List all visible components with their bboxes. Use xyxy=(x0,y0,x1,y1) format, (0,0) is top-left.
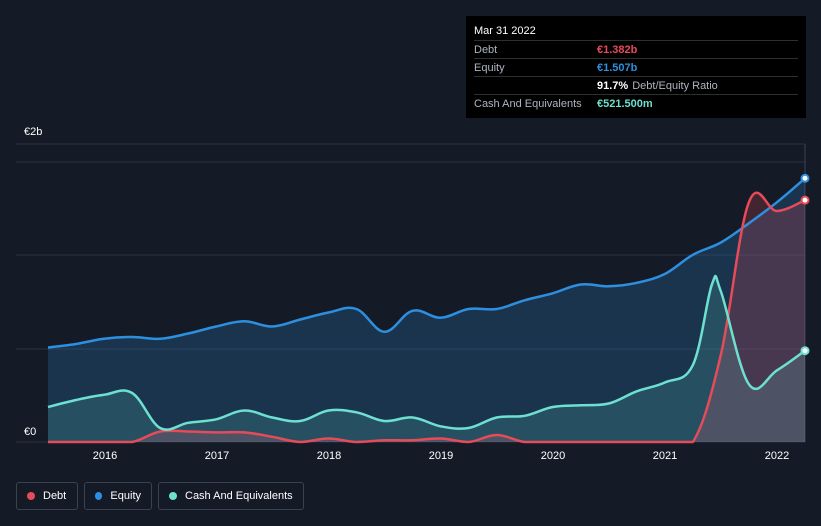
legend-item-debt[interactable]: Debt xyxy=(16,482,78,510)
tooltip-debt-value: €1.382b xyxy=(597,43,638,56)
x-tick-label: 2022 xyxy=(764,450,790,462)
equity-dot-icon xyxy=(95,492,103,500)
debt-area xyxy=(48,192,805,442)
legend-debt-label: Debt xyxy=(43,490,67,502)
x-tick-label: 2018 xyxy=(316,450,342,462)
tooltip-date: Mar 31 2022 xyxy=(474,25,536,37)
legend-cash-label: Cash And Equivalents xyxy=(185,490,293,502)
cash-and-equivalents-line xyxy=(47,274,806,431)
tooltip-cash-label: Cash And Equivalents xyxy=(474,97,582,110)
debt-line xyxy=(48,191,806,444)
legend-item-equity[interactable]: Equity xyxy=(84,482,152,510)
x-tick-label: 2017 xyxy=(204,450,230,462)
series-end-markers xyxy=(800,173,810,356)
series-areas xyxy=(48,178,805,443)
y-axis-bottom-label: €0 xyxy=(24,426,37,438)
cash-dot-icon xyxy=(169,492,177,500)
equity-end-point xyxy=(800,173,810,183)
tooltip-debt-label: Debt xyxy=(474,43,498,56)
equity-area xyxy=(48,178,805,443)
x-tick-label: 2016 xyxy=(92,450,118,462)
tooltip-equity-value: €1.507b xyxy=(597,61,638,74)
grid-lines xyxy=(16,143,806,443)
cash-and-equivalents-area xyxy=(48,276,805,442)
cash-and-equivalents-end-point xyxy=(800,346,810,356)
data-tooltip: Mar 31 2022 Debt €1.382b Equity €1.507b … xyxy=(466,16,806,118)
tooltip-ratio-value: 91.7% xyxy=(597,79,629,92)
x-tick-label: 2020 xyxy=(540,450,566,462)
legend-equity-label: Equity xyxy=(110,490,141,502)
tooltip-row-cash: Cash And Equivalents €521.500m xyxy=(474,94,798,112)
tooltip-row-ratio: 91.7% Debt/Equity Ratio xyxy=(474,76,798,94)
tooltip-equity-label: Equity xyxy=(474,61,505,74)
tooltip-ratio-label: Debt/Equity Ratio xyxy=(632,79,718,92)
series-lines xyxy=(47,177,806,444)
legend-item-cash[interactable]: Cash And Equivalents xyxy=(158,482,304,510)
debt-dot-icon xyxy=(27,492,35,500)
tooltip-row-debt: Debt €1.382b xyxy=(474,40,798,58)
x-tick-label: 2019 xyxy=(428,450,454,462)
y-axis-top-label: €2b xyxy=(24,126,43,138)
debt-end-point xyxy=(800,195,810,205)
tooltip-row-equity: Equity €1.507b xyxy=(474,58,798,76)
x-tick-label: 2021 xyxy=(652,450,678,462)
tooltip-cash-value: €521.500m xyxy=(597,97,653,110)
equity-line xyxy=(47,177,806,349)
